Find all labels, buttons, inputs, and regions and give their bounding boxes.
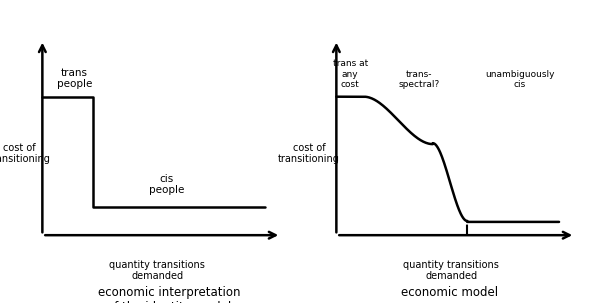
Text: cost of
transitioning: cost of transitioning [278,143,340,165]
Text: economic interpretation
of the identity model: economic interpretation of the identity … [98,285,241,303]
Text: unambiguously
cis: unambiguously cis [485,70,555,89]
Text: trans
people: trans people [57,68,92,89]
Text: quantity transitions
demanded: quantity transitions demanded [403,260,499,281]
Text: trans at
any
cost: trans at any cost [332,59,368,89]
Text: quantity transitions
demanded: quantity transitions demanded [109,260,205,281]
Text: trans-
spectral?: trans- spectral? [398,70,440,89]
Text: economic model: economic model [401,285,499,298]
Text: cost of
transitioning: cost of transitioning [0,143,50,165]
Text: cis
people: cis people [149,174,184,195]
